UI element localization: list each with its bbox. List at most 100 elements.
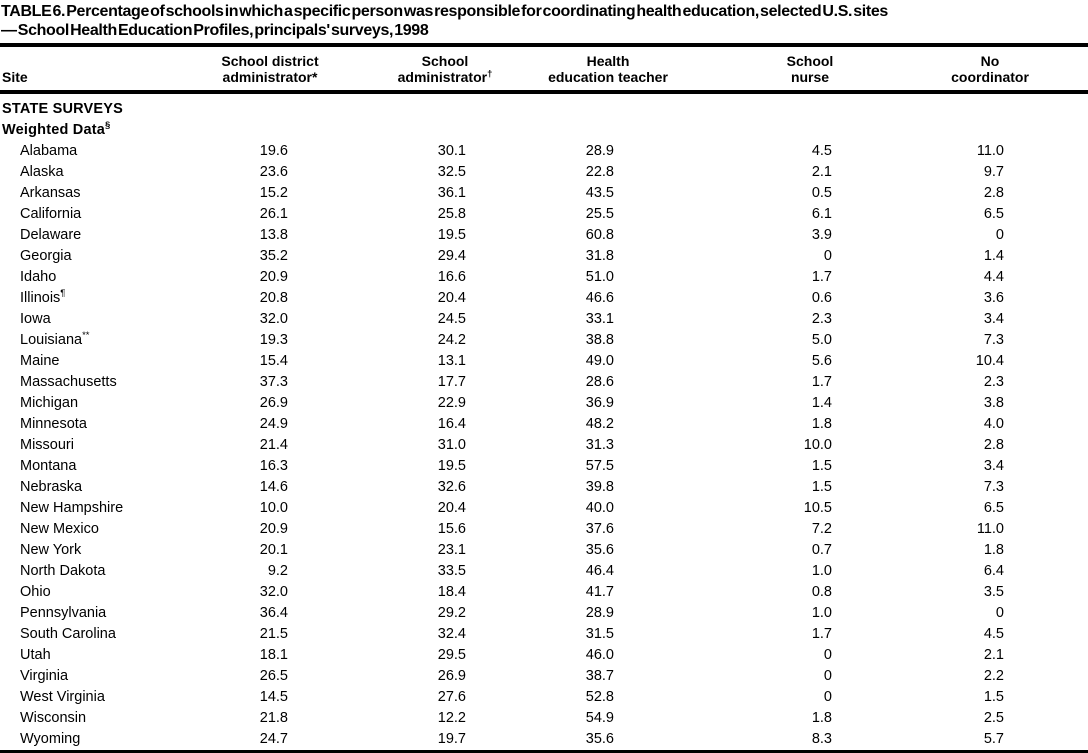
value-cell-school-administrator: 32.4 (437, 626, 466, 642)
value-cell-school-nurse: 1.8 (811, 710, 832, 726)
header-row: Site School district administrator* Scho… (0, 47, 1088, 94)
value-cell-health-education-teacher: 41.7 (585, 584, 614, 600)
value-cell-school-administrator: 24.2 (437, 332, 466, 348)
value-cell-no-coordinator: 2.3 (983, 374, 1004, 390)
site-cell: Louisiana** (0, 330, 190, 351)
value-cell-school-administrator: 20.4 (437, 290, 466, 306)
value-cell-school-district-administrator: 24.9 (259, 416, 288, 432)
table-row: Massachusetts 37.3 17.7 28.6 1.7 2.3 (0, 372, 1088, 393)
value-cell-school-administrator: 18.4 (437, 584, 466, 600)
value-cell-school-nurse: 1.7 (811, 374, 832, 390)
site-cell: Michigan (0, 393, 190, 414)
table-row: Wisconsin 21.8 12.2 54.9 1.8 2.5 (0, 708, 1088, 729)
table-row: Illinois¶ 20.8 20.4 46.6 0.6 3.6 (0, 288, 1088, 309)
value-cell-school-nurse: 1.0 (811, 563, 832, 579)
footnote-marker: ¶ (60, 288, 66, 300)
value-cell-health-education-teacher: 25.5 (585, 206, 614, 222)
value-cell-school-administrator: 16.6 (437, 269, 466, 285)
value-cell-school-nurse: 7.2 (811, 521, 832, 537)
site-label: New York (20, 542, 82, 558)
site-cell: California (0, 204, 190, 225)
table-body: STATE SURVEYS Weighted Data§ Alabama 19.… (0, 92, 1088, 750)
table-row: Georgia 35.2 29.4 31.8 0 1.4 (0, 246, 1088, 267)
table-row: Ohio 32.0 18.4 41.7 0.8 3.5 (0, 582, 1088, 603)
table-row: New York 20.1 23.1 35.6 0.7 1.8 (0, 540, 1088, 561)
value-cell-no-coordinator: 1.4 (983, 248, 1004, 264)
site-cell: Virginia (0, 666, 190, 687)
value-cell-school-district-administrator: 19.6 (259, 143, 288, 159)
value-cell-health-education-teacher: 40.0 (585, 500, 614, 516)
value-cell-no-coordinator: 4.0 (983, 416, 1004, 432)
table-row: New Hampshire 10.0 20.4 40.0 10.5 6.5 (0, 498, 1088, 519)
value-cell-no-coordinator: 3.4 (983, 311, 1004, 327)
value-cell-school-district-administrator: 35.2 (259, 248, 288, 264)
value-cell-school-district-administrator: 26.1 (259, 206, 288, 222)
table-row: Alabama 19.6 30.1 28.9 4.5 11.0 (0, 141, 1088, 162)
value-cell-school-district-administrator (190, 92, 350, 120)
site-label: Montana (20, 458, 77, 474)
value-cell-no-coordinator (944, 92, 1088, 120)
site-label: Delaware (20, 227, 82, 243)
value-cell-school-district-administrator: 20.9 (259, 521, 288, 537)
site-cell: Missouri (0, 435, 190, 456)
value-cell-school-district-administrator: 32.0 (259, 584, 288, 600)
value-cell-health-education-teacher: 38.7 (585, 668, 614, 684)
value-cell-school-administrator: 32.5 (437, 164, 466, 180)
site-cell: Montana (0, 456, 190, 477)
value-cell-health-education-teacher: 43.5 (585, 185, 614, 201)
value-cell-school-district-administrator: 26.5 (259, 668, 288, 684)
value-cell-school-nurse: 1.7 (811, 626, 832, 642)
value-cell-school-administrator: 19.5 (437, 227, 466, 243)
column-header-site: Site (0, 47, 190, 94)
column-header-label: School (421, 53, 469, 69)
value-cell-school-administrator: 15.6 (437, 521, 466, 537)
value-cell-school-district-administrator: 19.3 (259, 332, 288, 348)
footnote-marker: † (487, 68, 493, 80)
value-cell-no-coordinator: 2.8 (983, 185, 1004, 201)
table-row: Wyoming 24.7 19.7 35.6 8.3 5.7 (0, 729, 1088, 750)
site-label: Georgia (20, 248, 72, 264)
value-cell-school-nurse: 2.1 (811, 164, 832, 180)
column-header-school-district-administrator: School district administrator* (190, 47, 350, 94)
value-cell-school-district-administrator: 15.4 (259, 353, 288, 369)
site-cell: Nebraska (0, 477, 190, 498)
table-row: Utah 18.1 29.5 46.0 0 2.1 (0, 645, 1088, 666)
value-cell-school-district-administrator: 32.0 (259, 311, 288, 327)
table-row: California 26.1 25.8 25.5 6.1 6.5 (0, 204, 1088, 225)
value-cell-school-district-administrator: 26.9 (259, 395, 288, 411)
value-cell-no-coordinator: 5.7 (983, 731, 1004, 747)
site-label: Missouri (20, 437, 74, 453)
value-cell-no-coordinator: 11.0 (976, 143, 1004, 159)
value-cell-health-education-teacher: 46.0 (585, 647, 614, 663)
value-cell-no-coordinator: 6.5 (983, 206, 1004, 222)
value-cell-school-nurse: 0 (823, 668, 832, 684)
value-cell-school-nurse: 0 (823, 647, 832, 663)
value-cell-no-coordinator: 11.0 (976, 521, 1004, 537)
value-cell-no-coordinator: 2.8 (983, 437, 1004, 453)
value-cell-school-nurse: 0.7 (811, 542, 832, 558)
value-cell-school-administrator (350, 92, 540, 120)
value-cell-school-administrator: 25.8 (437, 206, 466, 222)
value-cell-school-district-administrator: 14.6 (259, 479, 288, 495)
site-cell: Idaho (0, 267, 190, 288)
site-label: New Mexico (20, 521, 99, 537)
table-row: Missouri 21.4 31.0 31.3 10.0 2.8 (0, 435, 1088, 456)
value-cell-no-coordinator: 10.4 (975, 353, 1004, 369)
site-label: North Dakota (20, 563, 106, 579)
value-cell-school-nurse: 10.0 (803, 437, 832, 453)
value-cell-school-nurse: 0.5 (811, 185, 832, 201)
site-cell: South Carolina (0, 624, 190, 645)
value-cell-health-education-teacher: 48.2 (585, 416, 614, 432)
value-cell-health-education-teacher: 54.9 (585, 710, 614, 726)
site-cell: Maine (0, 351, 190, 372)
column-header-label: Health (586, 53, 630, 69)
value-cell-school-nurse: 0 (823, 248, 832, 264)
table-row: West Virginia 14.5 27.6 52.8 0 1.5 (0, 687, 1088, 708)
table-row: Michigan 26.9 22.9 36.9 1.4 3.8 (0, 393, 1088, 414)
table-row: Iowa 32.0 24.5 33.1 2.3 3.4 (0, 309, 1088, 330)
value-cell-health-education-teacher: 38.8 (585, 332, 614, 348)
value-cell-no-coordinator: 1.8 (983, 542, 1004, 558)
value-cell-health-education-teacher: 60.8 (585, 227, 614, 243)
value-cell-no-coordinator: 4.5 (983, 626, 1004, 642)
site-label: South Carolina (20, 626, 116, 642)
